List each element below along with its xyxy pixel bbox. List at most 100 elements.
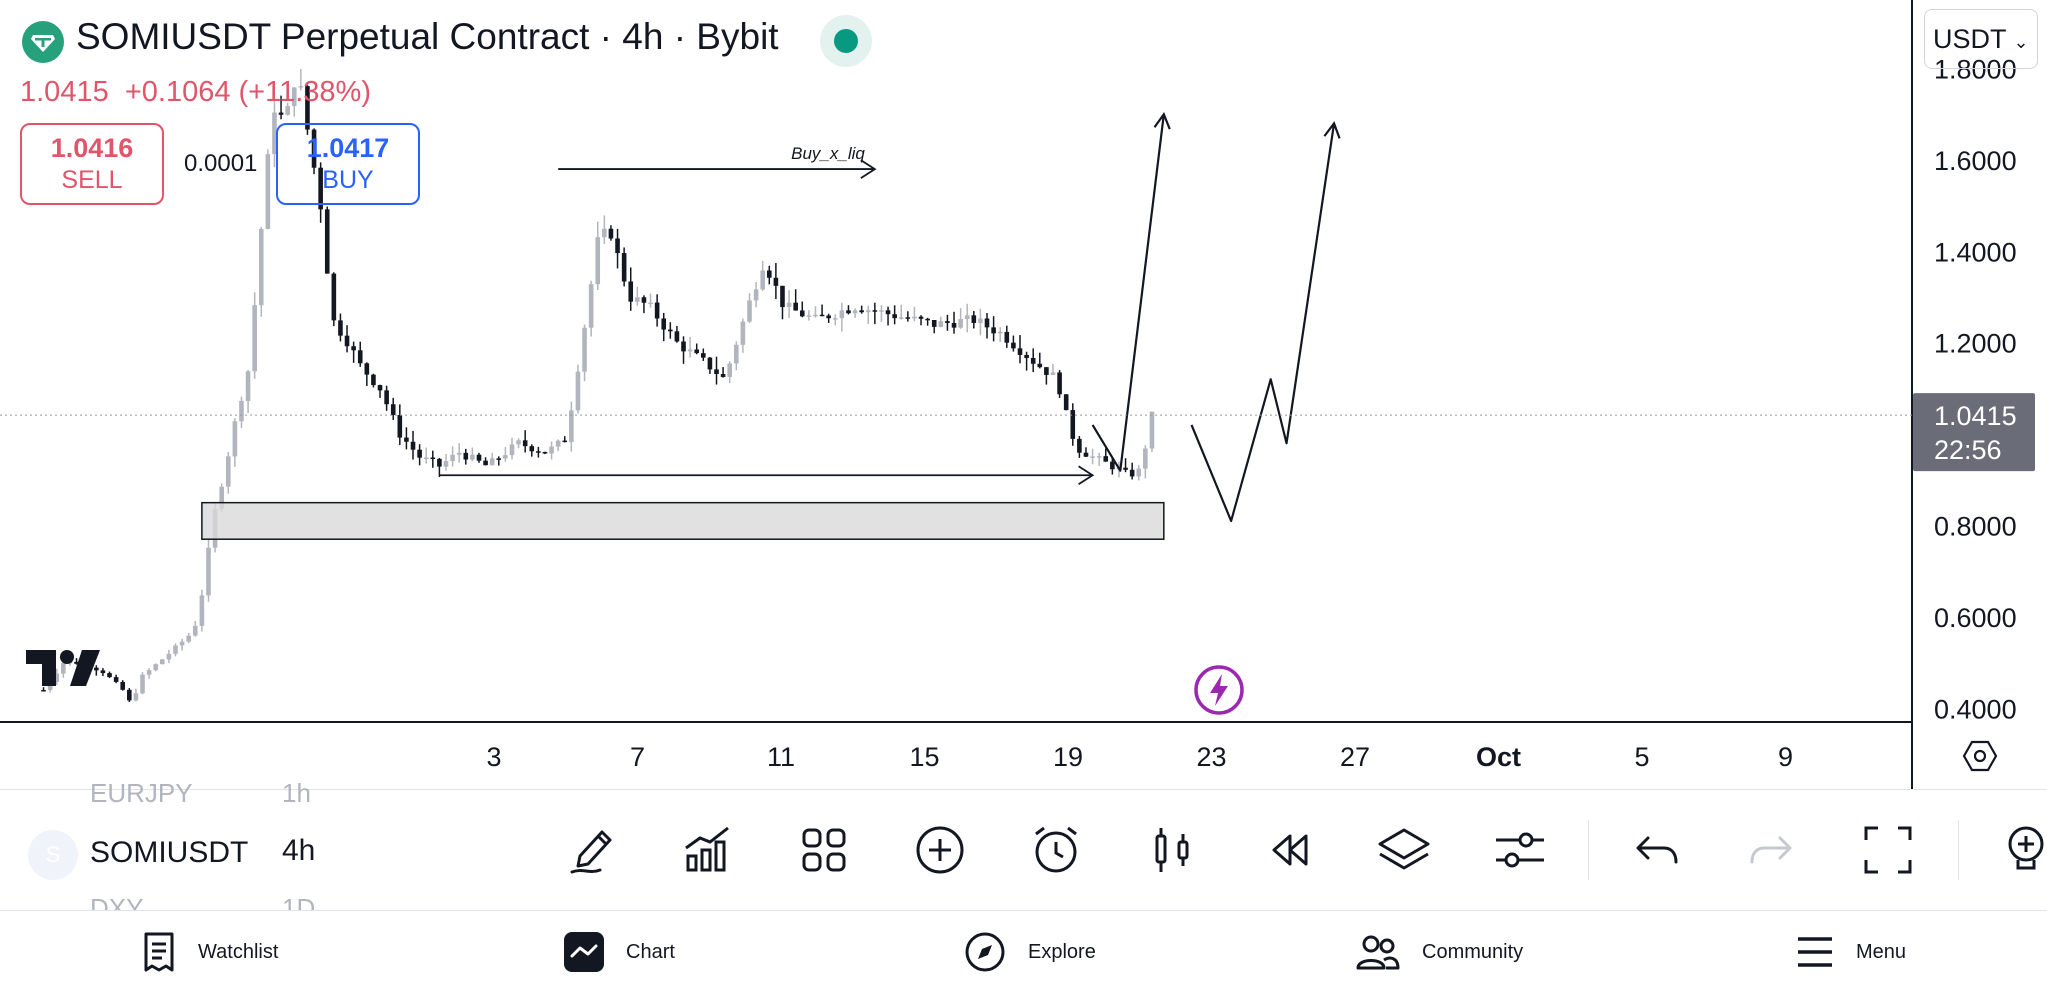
layouts-icon[interactable] — [796, 822, 852, 878]
current-interval[interactable]: 4h — [282, 834, 316, 867]
candle-body — [1123, 467, 1128, 470]
candle-body — [938, 321, 944, 327]
buy-liquidity-line[interactable] — [558, 159, 877, 179]
time-tick-label: Oct — [1476, 742, 1521, 772]
price-tick-label: 1.4000 — [1934, 237, 2017, 267]
tradingview-logo-icon[interactable] — [26, 648, 102, 695]
nav-chart[interactable]: Chart — [564, 928, 675, 976]
candle-body — [905, 317, 911, 319]
candle-body — [668, 329, 673, 332]
candle-body — [813, 314, 818, 317]
candle-body — [694, 349, 700, 354]
candle-body — [225, 456, 231, 487]
candle-body — [1057, 372, 1062, 395]
chart-nav-icon — [564, 932, 604, 972]
redo-icon[interactable] — [1744, 822, 1800, 878]
projection-arrow-1[interactable] — [1091, 111, 1171, 472]
compass-icon — [965, 932, 1005, 972]
candle-body — [179, 641, 185, 646]
candle-body — [641, 297, 647, 303]
candle-body — [681, 341, 686, 352]
candle-body — [127, 689, 132, 701]
lightning-icon[interactable] — [1193, 664, 1245, 721]
candle-body — [1149, 411, 1155, 449]
candle-body — [819, 314, 825, 317]
candle-body — [925, 318, 930, 321]
nav-community[interactable]: Community — [1356, 928, 1523, 976]
candle-body — [509, 444, 515, 456]
replay-icon[interactable] — [1260, 822, 1316, 878]
buy-button[interactable]: 1.0417 BUY — [276, 123, 420, 205]
candle-body — [733, 344, 739, 364]
candle-body — [859, 310, 864, 313]
candle-body — [1103, 456, 1109, 462]
layers-icon[interactable] — [1376, 822, 1432, 878]
last-price: 1.0415 — [20, 76, 109, 108]
add-icon[interactable] — [912, 822, 968, 878]
projection-arrow-2[interactable] — [1190, 121, 1341, 523]
nav-watchlist[interactable]: Watchlist — [142, 928, 278, 976]
settings-sliders-icon[interactable] — [1492, 822, 1548, 878]
candle-body — [410, 441, 416, 450]
candle-body — [720, 374, 726, 377]
candle-body — [971, 315, 977, 323]
candle-body — [575, 371, 581, 411]
candle-body — [799, 310, 805, 317]
chart-type-icon[interactable] — [1144, 822, 1200, 878]
candle-body — [714, 369, 719, 375]
candle-body — [390, 404, 396, 416]
candle-body — [199, 595, 205, 626]
watchlist-icon — [144, 932, 174, 972]
candle-body — [964, 315, 970, 320]
candle-body — [245, 371, 251, 401]
candle-body — [186, 635, 191, 642]
sell-label: SELL — [61, 166, 123, 194]
prev-symbol[interactable]: EURJPY — [90, 778, 193, 808]
candle-body — [160, 659, 165, 665]
demand-zone-rect[interactable] — [201, 501, 1165, 540]
candle-body — [318, 167, 323, 210]
alert-icon[interactable] — [1028, 822, 1084, 878]
current-symbol[interactable]: SOMIUSDT — [90, 836, 249, 869]
currency-selector[interactable]: USDT ⌄ — [1924, 9, 2038, 69]
drawings-group: Buy_x_liq — [201, 111, 1341, 540]
ideas-icon[interactable] — [1998, 822, 2047, 878]
price-chart[interactable]: Buy_x_liq 1.8000 1.6000 1.4000 1.2000 0.8000… — [0, 0, 2047, 790]
candle-body — [344, 335, 350, 347]
buy-label: BUY — [322, 166, 374, 194]
liquidity-line[interactable] — [439, 465, 1095, 485]
candle-body — [430, 457, 436, 460]
undo-icon[interactable] — [1628, 822, 1684, 878]
candle-body — [839, 310, 845, 319]
candle-body — [628, 281, 634, 302]
symbol-title[interactable]: SOMIUSDT Perpetual Contract · 4h · Bybit — [76, 16, 779, 57]
time-tick-label: 5 — [1634, 742, 1649, 772]
price-tick-label: 0.6000 — [1934, 603, 2017, 633]
community-icon — [1356, 935, 1400, 970]
nav-menu[interactable]: Menu — [1796, 928, 1906, 976]
fullscreen-icon[interactable] — [1860, 822, 1916, 878]
sell-button[interactable]: 1.0416 SELL — [20, 123, 164, 205]
candle-body — [146, 670, 152, 675]
nav-menu-label: Menu — [1856, 940, 1907, 963]
candle-body — [463, 452, 469, 460]
time-tick-label: 9 — [1778, 742, 1793, 772]
candle-body — [879, 310, 884, 312]
candle-body — [107, 673, 112, 678]
candle-body — [443, 461, 449, 467]
nav-explore[interactable]: Explore — [964, 928, 1096, 976]
draw-tool-icon[interactable] — [564, 822, 620, 878]
chart-settings-icon[interactable] — [1962, 740, 1998, 772]
indicators-icon[interactable] — [680, 822, 736, 878]
candle-body — [846, 310, 851, 314]
candle-body — [1129, 469, 1135, 477]
candle-body — [133, 693, 139, 701]
bottom-navigation — [0, 910, 2047, 996]
candle-body — [951, 322, 957, 328]
candle-body — [1077, 438, 1082, 453]
candle-body — [753, 289, 759, 301]
spread-value: 0.0001 — [184, 150, 258, 177]
prev-symbol-interval: 1h — [282, 778, 311, 808]
time-tick-label: 7 — [630, 742, 645, 772]
candle-body — [740, 321, 746, 345]
